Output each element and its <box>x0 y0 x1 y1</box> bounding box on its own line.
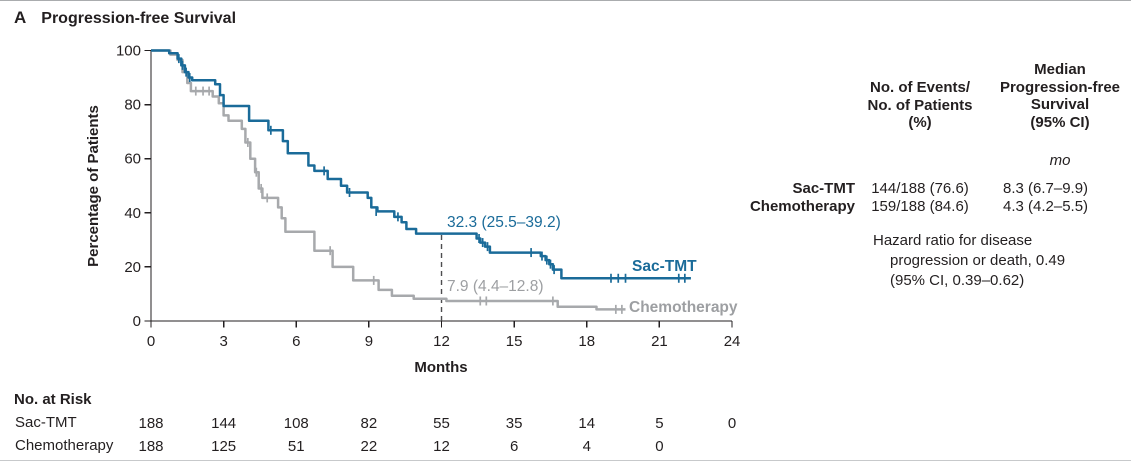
risk-value: 51 <box>287 438 305 455</box>
median-unit: mo <box>1049 152 1071 169</box>
summary-events-value: 159/188 (84.6) <box>871 198 969 215</box>
risk-value: 22 <box>360 438 378 455</box>
x-tick-label: 21 <box>651 333 668 350</box>
median-annotation-chemotherapy: 7.9 (4.4–12.8) <box>447 278 544 295</box>
panel-title-text: Progression-free Survival <box>41 10 237 27</box>
panel-title: A Progression-free Survival <box>14 8 236 28</box>
curve-label-chemotherapy: Chemotherapy <box>629 299 738 316</box>
y-axis-title: Percentage of Patients <box>85 105 102 267</box>
risk-row-label-sac-tmt: Sac-TMT <box>15 414 77 431</box>
x-tick-label: 24 <box>724 333 741 350</box>
x-axis-title: Months <box>414 359 468 376</box>
summary-events-value: 144/188 (76.6) <box>871 180 969 197</box>
risk-value: 55 <box>433 415 450 432</box>
risk-value: 0 <box>727 415 737 432</box>
summary-row-label: Sac-TMT <box>792 180 855 197</box>
survival-curve-chemotherapy <box>151 49 626 311</box>
x-tick-label: 6 <box>292 333 300 350</box>
risk-value: 108 <box>283 415 309 432</box>
x-tick-label: 3 <box>219 333 227 350</box>
summary-row-label: Chemotherapy <box>749 198 855 215</box>
x-tick-label: 18 <box>578 333 595 350</box>
risk-value: 144 <box>211 415 237 432</box>
y-tick-label: 20 <box>124 259 141 276</box>
x-tick-label: 12 <box>433 333 450 350</box>
top-divider <box>0 0 1131 1</box>
risk-value: 125 <box>211 438 237 455</box>
hazard-ratio-note: Hazard ratio for disease progression or … <box>873 232 1066 289</box>
events-column-header: No. of Events/ No. of Patients (%) <box>867 79 973 131</box>
summary-median-value: 8.3 (6.7–9.9) <box>1003 180 1089 197</box>
median-annotation-sac-tmt: 32.3 (25.5–39.2) <box>447 214 561 231</box>
risk-value: 6 <box>509 438 519 455</box>
panel-letter: A <box>14 8 27 27</box>
risk-value: 5 <box>655 415 664 432</box>
summary-row-sac-tmt: Sac-TMT 144/188 (76.6) 8.3 (6.7–9.9) <box>720 180 1131 197</box>
y-tick-label: 40 <box>124 205 141 222</box>
median-column-header: Median Progression-free Survival (95% CI… <box>999 61 1121 131</box>
risk-value: 35 <box>505 415 523 432</box>
risk-value: 188 <box>138 438 164 455</box>
survival-curve-sac-tmt <box>151 49 691 280</box>
x-tick-label: 9 <box>365 333 373 350</box>
risk-value: 188 <box>138 415 164 432</box>
risk-value: 0 <box>655 438 664 455</box>
y-tick-label: 0 <box>133 313 141 330</box>
bottom-divider <box>0 460 1131 461</box>
x-tick-label: 0 <box>147 333 155 350</box>
y-tick-label: 80 <box>124 97 141 114</box>
summary-median-value: 4.3 (4.2–5.5) <box>1003 198 1089 215</box>
y-tick-label: 60 <box>124 151 141 168</box>
risk-value: 4 <box>582 438 591 455</box>
risk-value: 14 <box>578 415 596 432</box>
x-tick-label: 15 <box>506 333 523 350</box>
curve-label-sac-tmt: Sac-TMT <box>632 258 697 275</box>
risk-table-title: No. at Risk <box>14 391 92 408</box>
risk-row-label-chemotherapy: Chemotherapy <box>15 437 114 454</box>
summary-row-chemotherapy: Chemotherapy 159/188 (84.6) 4.3 (4.2–5.5… <box>720 198 1131 215</box>
y-tick-label: 100 <box>116 43 141 60</box>
risk-value: 12 <box>433 438 450 455</box>
risk-value: 82 <box>360 415 378 432</box>
